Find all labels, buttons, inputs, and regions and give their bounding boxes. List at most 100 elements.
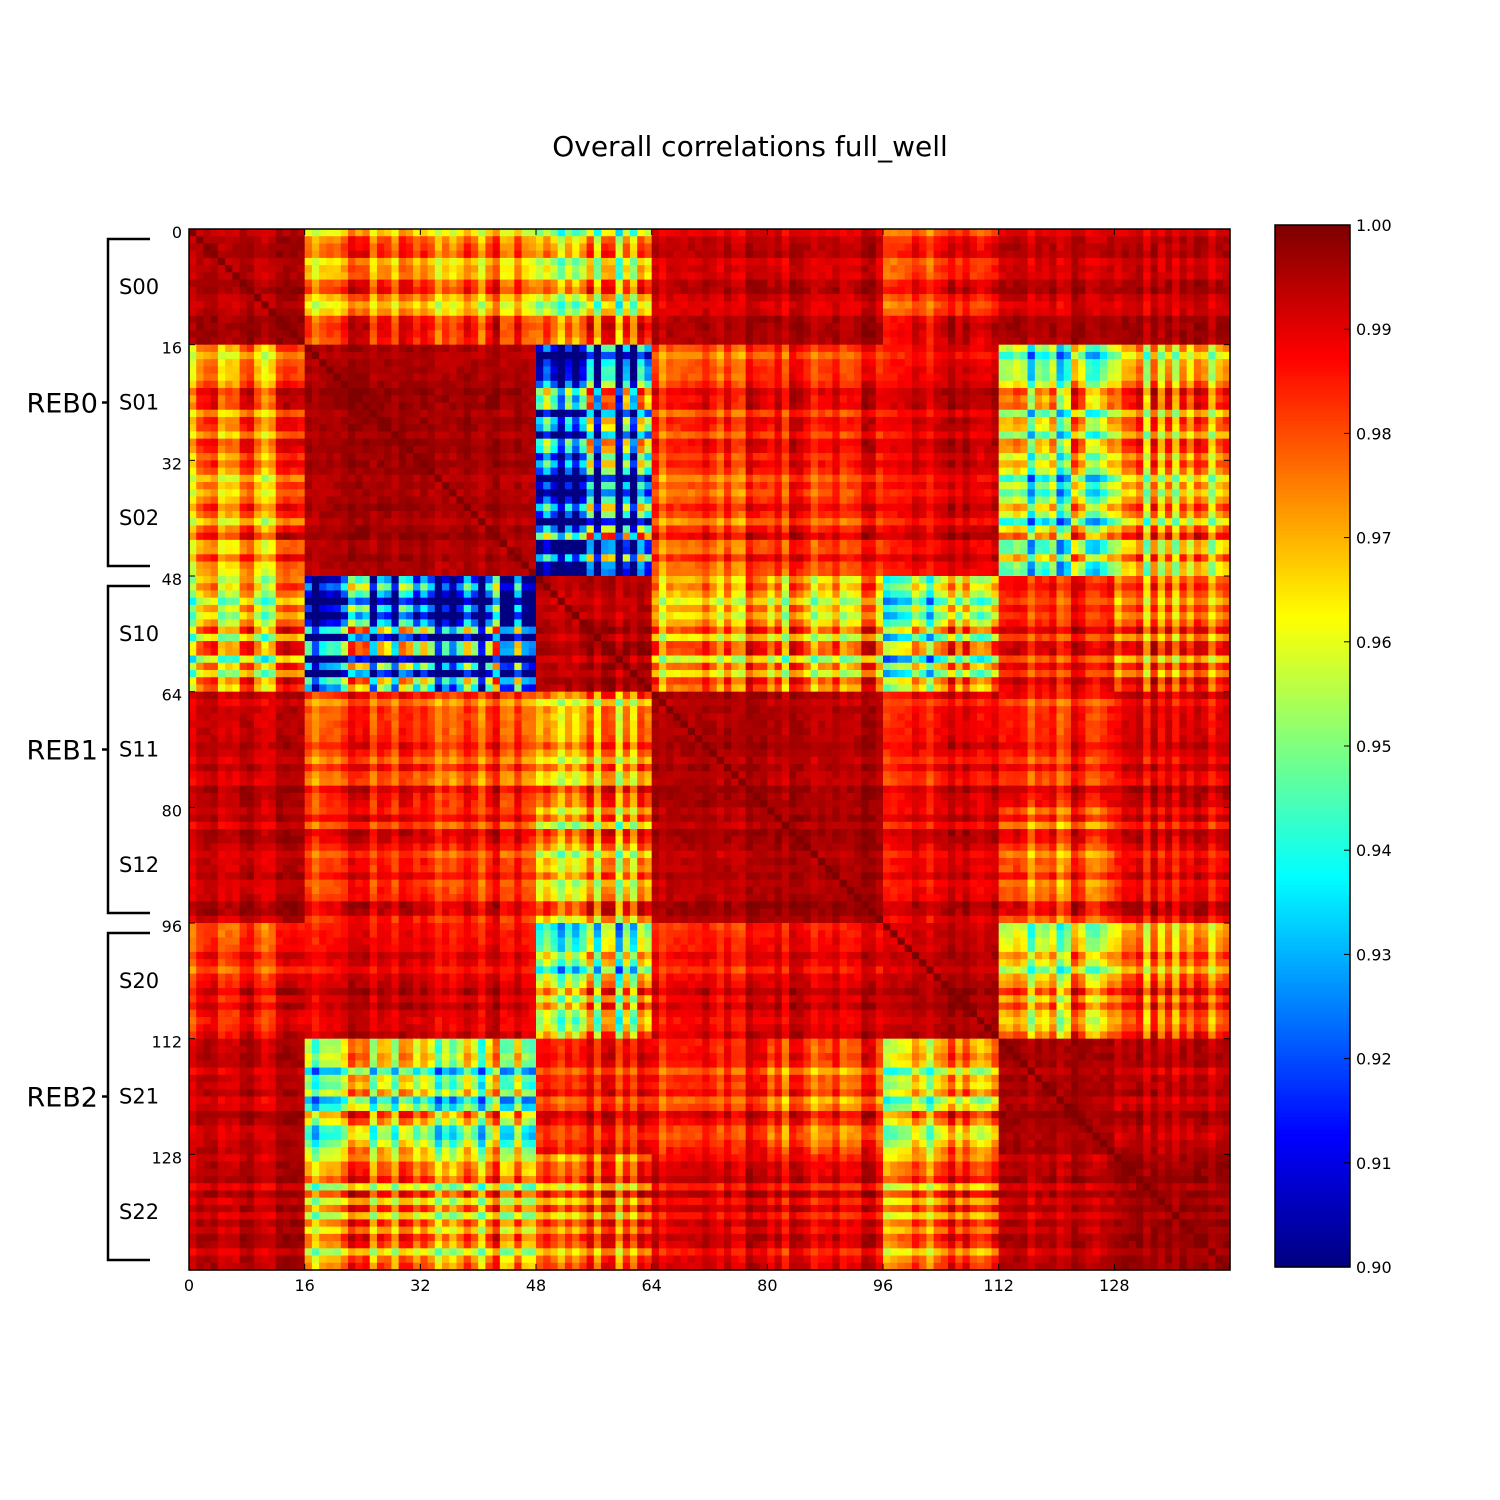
heatmap-cell [261,344,270,353]
heatmap-cell [723,409,732,418]
heatmap-cell [731,330,740,339]
heatmap-cell [666,301,674,310]
heatmap-cell [1208,250,1217,259]
heatmap-cell [304,402,313,411]
heatmap-cell [528,265,537,273]
heatmap-cell [868,229,877,237]
heatmap-cell [405,445,414,454]
heatmap-cell [890,380,899,389]
heatmap-cell [355,301,364,310]
heatmap-cell [984,467,993,476]
heatmap-cell [673,388,682,396]
heatmap-cell [514,409,523,418]
heatmap-cell [355,265,364,273]
heatmap-cell [1034,453,1043,461]
heatmap-cell [680,250,689,259]
heatmap-cell [311,409,320,418]
heatmap-cell [883,250,891,259]
heatmap-cell [1063,337,1072,346]
heatmap-cell [275,351,284,360]
heatmap-cell [1215,286,1224,295]
heatmap-cell [846,373,855,382]
heatmap-cell [246,395,255,404]
heatmap-cell [861,265,870,273]
heatmap-cell [629,395,638,404]
heatmap-cell [637,351,646,360]
heatmap-cell [282,229,291,237]
heatmap-cell [311,351,320,360]
heatmap-cell [384,380,393,389]
heatmap-cell [536,315,544,324]
heatmap-cell [695,344,703,353]
heatmap-cell [1049,445,1058,454]
heatmap-cell [521,286,530,295]
heatmap-cell [940,257,949,266]
heatmap-cell [1049,467,1058,476]
heatmap-cell [521,308,530,317]
heatmap-cell [1121,229,1130,237]
heatmap-cell [362,308,371,317]
heatmap-cell [1179,388,1188,396]
heatmap-cell [319,351,327,360]
heatmap-cell [239,388,248,396]
heatmap-cell [550,265,559,273]
heatmap-cell [217,351,226,360]
heatmap-cell [1005,388,1014,396]
heatmap-cell [731,243,740,252]
heatmap-cell [1179,315,1188,324]
heatmap-cell [890,431,899,440]
heatmap-cell [803,286,812,295]
heatmap-cell [919,380,927,389]
heatmap-cell [203,294,212,302]
heatmap-cell [1157,431,1166,440]
heatmap-cell [940,351,949,360]
heatmap-cell [832,257,841,266]
heatmap-cell [196,402,205,411]
heatmap-cell [861,409,870,418]
heatmap-cell [897,359,906,367]
heatmap-cell [745,453,754,461]
heatmap-cell [1099,467,1108,476]
heatmap-cell [622,424,631,433]
heatmap-cell [955,236,964,245]
heatmap-cell [1222,301,1231,310]
heatmap-cell [232,431,241,440]
heatmap-cell [926,322,935,331]
heatmap-cell [1128,330,1137,339]
heatmap-cell [1121,431,1130,440]
heatmap-cell [340,424,349,433]
heatmap-cell [991,395,1000,404]
heatmap-cell [579,294,588,302]
heatmap-cell [311,424,320,433]
heatmap-cell [362,337,371,346]
heatmap-cell [362,388,371,396]
heatmap-cell [528,351,537,360]
heatmap-cell [420,301,429,310]
heatmap-cell [1186,257,1195,266]
heatmap-cell [911,272,920,281]
heatmap-cell [189,236,197,245]
heatmap-cell [442,229,450,237]
heatmap-cell [738,409,747,418]
heatmap-cell [1092,229,1101,237]
heatmap-cell [290,229,299,237]
heatmap-cell [282,366,291,375]
heatmap-cell [543,467,552,476]
heatmap-cell [225,236,233,245]
heatmap-cell [203,250,212,259]
heatmap-cell [933,236,942,245]
heatmap-cell [1128,431,1137,440]
heatmap-cell [492,286,501,295]
heatmap-cell [991,286,1000,295]
heatmap-cell [709,330,718,339]
heatmap-cell [485,402,494,411]
heatmap-cell [564,366,573,375]
heatmap-cell [861,229,870,237]
heatmap-cell [449,416,458,425]
heatmap-cell [680,337,689,346]
heatmap-cell [1215,322,1224,331]
heatmap-cell [695,359,703,367]
heatmap-cell [883,308,891,317]
heatmap-cell [868,366,877,375]
heatmap-cell [543,279,552,288]
